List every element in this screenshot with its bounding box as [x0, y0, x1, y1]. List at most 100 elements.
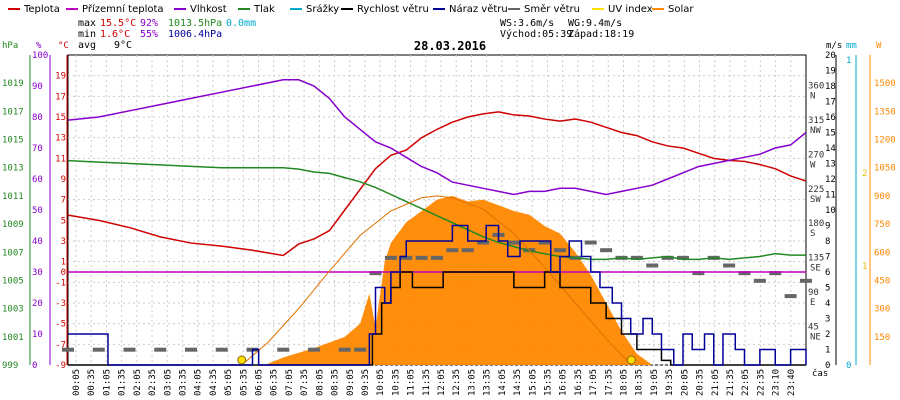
wind-direction-mark-31 — [677, 255, 689, 260]
uv-marker-1 — [626, 355, 636, 365]
humidity-tick-7: 70 — [32, 144, 43, 154]
x-tick-46: 23:10 — [772, 369, 782, 396]
wind-direction-mark-30 — [661, 255, 674, 260]
wind-direction-mark-26 — [600, 248, 613, 253]
wind-direction-mark-35 — [738, 271, 751, 276]
stat-max-hum: 92% — [140, 18, 158, 29]
temperature-tick-5: 0 — [61, 268, 66, 278]
temperature-tick-9: 7 — [61, 196, 66, 206]
wind-direction-mark-9 — [338, 347, 351, 352]
wind-direction-mark-8 — [308, 347, 320, 352]
x-tick-20: 10:05 — [376, 369, 386, 396]
x-tick-31: 15:35 — [543, 369, 553, 396]
stat-min-press: 1006.4hPa — [168, 29, 222, 40]
wind-tick-20: 20 — [825, 51, 836, 61]
humidity-tick-10: 100 — [32, 51, 48, 61]
wind-tick-13: 13 — [825, 160, 836, 170]
x-tick-12: 06:05 — [255, 369, 265, 396]
wind-axis-label: m/s — [826, 41, 842, 51]
wind-direction-mark-4 — [185, 347, 197, 352]
direction-tick-3: 225 — [808, 185, 824, 195]
x-tick-19: 09:35 — [361, 369, 371, 396]
wind-tick-18: 18 — [825, 82, 836, 92]
plot-area — [62, 79, 812, 366]
wind-direction-mark-25 — [584, 240, 597, 245]
wind-tick-11: 11 — [825, 191, 836, 201]
humidity-tick-1: 10 — [32, 330, 43, 340]
stats-block: max 15.5°C 92% 1013.5hPa 0.0mm min 1.6°C… — [78, 18, 634, 51]
wind-direction-mark-17 — [461, 248, 474, 253]
rain-tick-0: 0 — [846, 361, 851, 371]
series-line-1 — [67, 79, 807, 196]
x-axis-label: čas — [812, 368, 828, 379]
humidity-tick-6: 60 — [32, 175, 43, 185]
direction-label-0: N — [810, 91, 815, 101]
legend-label-2: Vlhkost — [190, 4, 227, 15]
x-tick-21: 10:35 — [391, 369, 401, 396]
stat-avg-label: avg — [78, 40, 96, 51]
series-line-5 — [241, 195, 632, 366]
wind-tick-7: 7 — [825, 253, 830, 263]
wind-tick-12: 12 — [825, 175, 836, 185]
x-tick-43: 21:35 — [726, 369, 736, 396]
rain-tick-1: 1 — [846, 56, 851, 66]
direction-tick-1: 315 — [808, 116, 824, 126]
solar-tick-0: 150 — [874, 333, 890, 343]
wind-direction-mark-22 — [538, 240, 551, 245]
x-tick-35: 17:35 — [604, 369, 614, 396]
wind-direction-mark-7 — [277, 347, 290, 352]
direction-tick-5: 135 — [808, 254, 824, 264]
legend-label-9: Solar — [668, 4, 694, 15]
temperature-tick-0: -9 — [55, 361, 66, 371]
x-tick-10: 05:05 — [224, 369, 234, 396]
x-tick-1: 00:35 — [87, 369, 97, 396]
temperature-tick-6: 1 — [61, 258, 66, 268]
wind-tick-16: 16 — [825, 113, 836, 123]
humidity-tick-9: 90 — [32, 82, 43, 92]
direction-tick-2: 270 — [808, 150, 824, 160]
x-tick-34: 17:05 — [589, 369, 599, 396]
x-tick-5: 02:35 — [148, 369, 158, 396]
wind-direction-mark-12 — [384, 255, 397, 260]
pressure-axis-label: hPa — [2, 41, 18, 51]
wind-tick-9: 9 — [825, 222, 830, 232]
stat-min-temp: 1.6°C — [100, 29, 130, 40]
wind-direction-mark-2 — [123, 347, 136, 352]
direction-label-2: W — [810, 160, 816, 170]
x-axis: 00:05 00:35 01:05 01:35 02:05 02:35 03:05 03:35… — [72, 369, 797, 396]
series-line-7 — [68, 224, 807, 366]
pressure-tick-2: 1003 — [2, 305, 24, 315]
x-tick-40: 20:05 — [680, 369, 690, 396]
wind-tick-14: 14 — [825, 144, 836, 154]
direction-label-7: NE — [810, 333, 821, 343]
series-line-0 — [67, 111, 807, 257]
temperature-tick-14: 17 — [55, 92, 66, 102]
temperature-tick-15: 19 — [55, 72, 66, 82]
wind-direction-mark-5 — [215, 347, 228, 352]
solar-tick-2: 450 — [874, 276, 890, 286]
x-tick-36: 18:05 — [620, 369, 630, 396]
temperature-tick-4: -1 — [55, 278, 66, 288]
pressure-tick-10: 1019 — [2, 79, 24, 89]
wind-direction-mark-38 — [784, 294, 797, 299]
legend-label-1: Přízemní teplota — [82, 3, 164, 15]
x-tick-22: 11:05 — [407, 369, 417, 396]
x-tick-18: 09:05 — [346, 369, 356, 396]
wind-tick-5: 5 — [825, 284, 830, 294]
wind-tick-10: 10 — [825, 206, 836, 216]
wind-direction-mark-23 — [554, 248, 566, 253]
wind-tick-15: 15 — [825, 129, 836, 139]
wind-tick-2: 2 — [825, 330, 830, 340]
wind-tick-4: 4 — [825, 299, 830, 309]
direction-tick-4: 180 — [808, 219, 824, 229]
solar-tick-5: 900 — [874, 192, 890, 202]
wind-tick-17: 17 — [825, 98, 836, 108]
direction-label-4: S — [810, 229, 815, 239]
wind-direction-mark-20 — [507, 240, 520, 245]
wind-direction-mark-13 — [400, 255, 413, 260]
x-tick-28: 14:05 — [498, 369, 508, 396]
pressure-tick-3: 1005 — [2, 276, 24, 286]
x-tick-29: 14:35 — [513, 369, 523, 396]
x-tick-37: 18:35 — [635, 369, 645, 396]
temperature-tick-13: 15 — [55, 113, 66, 123]
